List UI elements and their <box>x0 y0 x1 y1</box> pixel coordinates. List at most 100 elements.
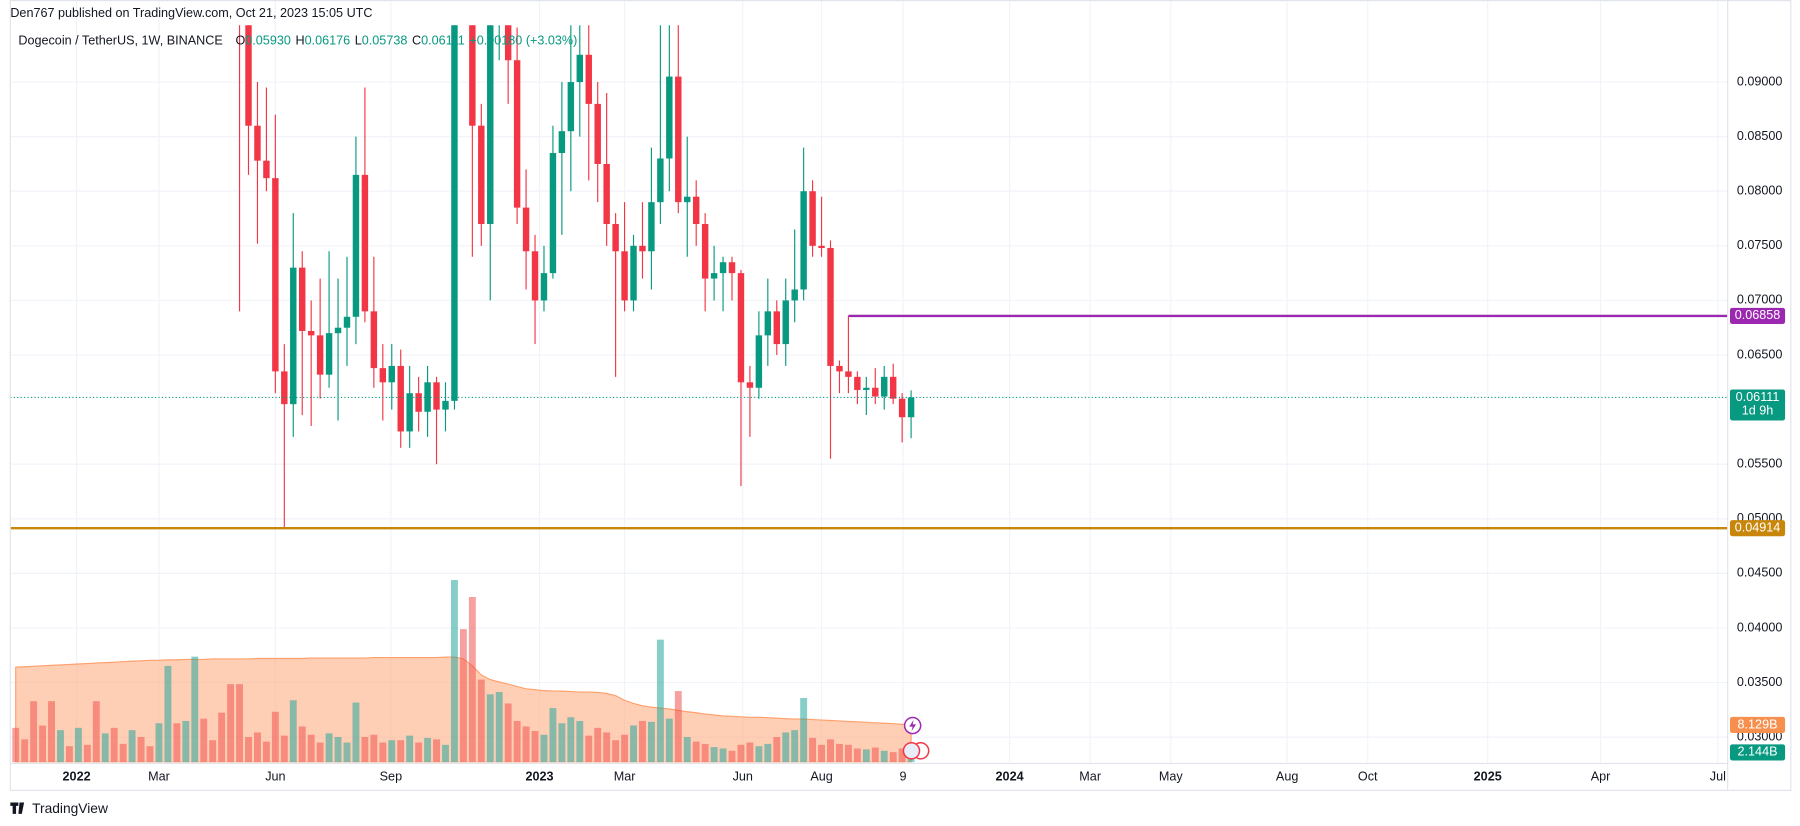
candle-body <box>889 376 897 399</box>
candle-body <box>281 371 288 405</box>
overlay: 0.030000.035000.040000.045000.050000.055… <box>10 74 1786 784</box>
candle-body <box>522 207 530 252</box>
volume-bar <box>182 720 190 763</box>
y-tick-label: 0.07000 <box>1737 293 1783 307</box>
candle-body <box>388 365 395 383</box>
volume-bar <box>737 744 745 763</box>
volume-bar <box>74 727 82 763</box>
volume-bar <box>647 721 655 763</box>
legend-key: O <box>235 34 245 48</box>
volume-bar <box>119 743 127 763</box>
legend-key: L <box>355 34 362 48</box>
volume-bar <box>853 748 861 763</box>
candle-body <box>576 54 584 83</box>
volume-bar <box>209 740 217 763</box>
y-tick-label: 0.09000 <box>1737 74 1783 88</box>
price-pane <box>238 25 915 529</box>
volume-bar <box>406 735 414 763</box>
volume-bar <box>424 737 432 763</box>
candle-body <box>307 330 315 336</box>
volume-bar <box>316 742 324 763</box>
candle-body <box>343 316 351 328</box>
volume-bar <box>513 720 521 763</box>
volume-bar <box>862 749 870 763</box>
volume-bar <box>567 717 575 763</box>
y-tick-label: 0.04000 <box>1737 620 1783 634</box>
volume-bar <box>639 720 646 763</box>
candle-body <box>728 262 736 274</box>
candle-body <box>782 300 789 345</box>
candle-body <box>299 267 306 331</box>
candle-body <box>451 25 458 401</box>
candle-body <box>325 333 333 375</box>
level-label-box <box>1729 520 1786 537</box>
y-tick-label: 0.08000 <box>1737 184 1783 198</box>
level-label: 0.06858 <box>1735 308 1781 322</box>
candle-body <box>549 153 557 274</box>
candle-body <box>415 393 422 412</box>
volume-bar <box>710 747 718 763</box>
volume-bar <box>656 639 664 763</box>
volume-bar <box>245 737 252 763</box>
volume-bar <box>200 718 208 763</box>
volume-bar <box>549 708 557 763</box>
volume-bar <box>773 737 781 763</box>
volume-bar <box>442 744 449 763</box>
candle-body <box>737 273 745 383</box>
volume-bar <box>603 732 611 763</box>
candle-body <box>657 158 664 203</box>
volume-label-box <box>1729 716 1786 733</box>
volume-bar <box>39 725 47 763</box>
candle-body <box>773 311 780 345</box>
y-tick-label: 0.03500 <box>1737 675 1783 689</box>
candle-body <box>585 54 592 104</box>
y-tick-label: 0.04500 <box>1737 566 1783 580</box>
volume-bar <box>809 737 817 763</box>
legend-value: 0.05738 <box>362 34 408 48</box>
x-tick-label: 9 <box>900 770 907 784</box>
x-tick-label: Jul <box>1710 770 1726 784</box>
candle-body <box>719 262 727 274</box>
y-tick-label: 0.07500 <box>1737 238 1783 252</box>
volume-bar <box>844 744 852 763</box>
lightning <box>909 719 917 732</box>
candle-body <box>352 174 360 317</box>
volume-bar <box>450 579 458 763</box>
volume-bar <box>782 732 790 763</box>
volume-bar <box>791 730 799 763</box>
volume-label-box <box>1729 744 1786 761</box>
last-price-box <box>1729 389 1786 421</box>
candle-body <box>630 245 637 301</box>
candle-body <box>692 196 700 224</box>
volume-bar <box>585 735 593 763</box>
volume-bar <box>692 741 700 763</box>
volume-pane <box>12 579 915 763</box>
x-tick-label: Jun <box>265 770 285 784</box>
volume-bar <box>307 734 315 763</box>
volume-bar <box>665 718 673 763</box>
volume-bar <box>755 746 763 763</box>
volume-bar <box>280 735 288 763</box>
level-label: 0.04914 <box>1735 521 1781 535</box>
volume-bar <box>827 739 834 763</box>
y-tick-label: 0.03000 <box>1737 729 1783 743</box>
volume-bar <box>343 742 351 763</box>
volume-bar <box>110 727 118 763</box>
volume-bar <box>504 703 512 763</box>
candle-body <box>469 25 476 126</box>
legend-key: C <box>412 34 421 48</box>
volume-bar <box>262 741 270 763</box>
volume-bar <box>21 739 29 763</box>
volume-bar <box>30 701 38 763</box>
candle-body <box>487 25 494 224</box>
candle-body <box>809 191 816 246</box>
level-label-box <box>1729 307 1786 324</box>
volume-bar <box>370 734 378 763</box>
x-tick-label: Jun <box>733 770 753 784</box>
x-tick-label: Apr <box>1591 770 1611 784</box>
legend-value: 0.06111 <box>421 34 465 48</box>
legend-change: +0.00180 (+3.03%) <box>469 34 577 48</box>
volume-bar <box>522 726 530 763</box>
volume-bar <box>558 723 566 763</box>
candle-body <box>406 393 413 432</box>
